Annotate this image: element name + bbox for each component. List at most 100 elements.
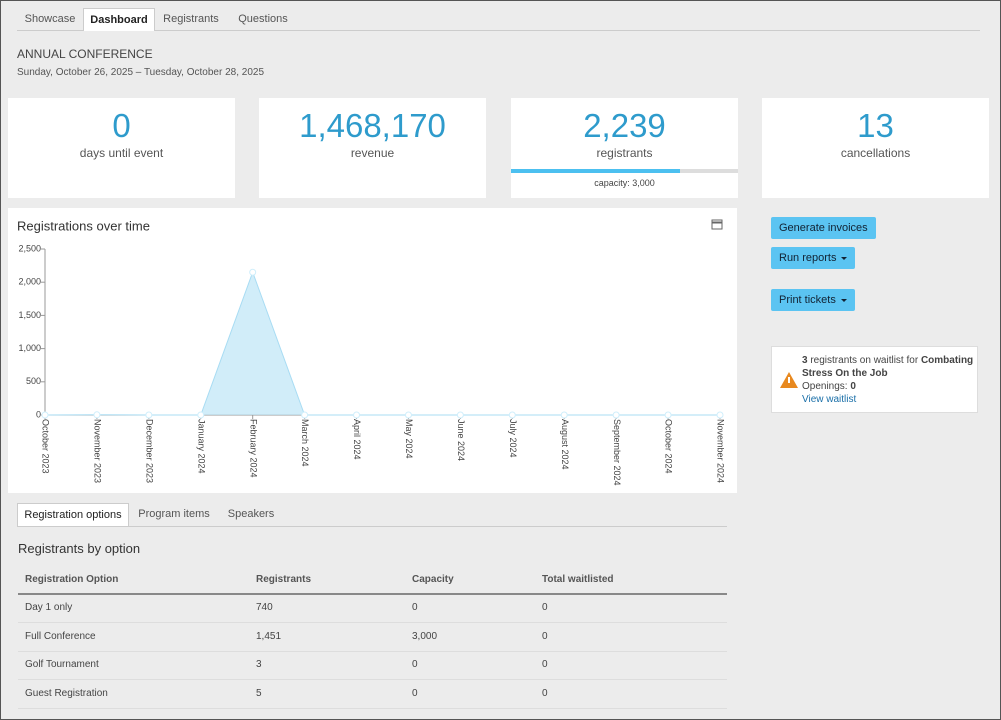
row-rule: [18, 651, 727, 652]
column-header: Total waitlisted: [542, 574, 614, 585]
data-point: [457, 412, 463, 418]
openings-value: 0: [850, 381, 856, 392]
subtab[interactable]: Program items: [129, 503, 219, 526]
data-point: [354, 412, 360, 418]
column-header: Registrants: [256, 574, 311, 585]
capacity-track: [511, 169, 738, 173]
table-title: Registrants by option: [18, 541, 140, 556]
tab[interactable]: Dashboard: [83, 8, 155, 31]
action-button[interactable]: Generate invoices: [771, 217, 876, 239]
table-cell: 3: [256, 659, 262, 670]
row-rule: [18, 679, 727, 680]
event-title: ANNUAL CONFERENCE: [17, 47, 153, 61]
table-cell: Golf Tournament: [25, 659, 99, 670]
data-point: [665, 412, 671, 418]
data-point: [561, 412, 567, 418]
stat-label: cancellations: [762, 146, 989, 160]
x-tick-label: July 2024: [508, 419, 518, 458]
action-button[interactable]: Print tickets: [771, 289, 855, 311]
x-tick-label: November 2023: [93, 419, 103, 483]
table-cell: 740: [256, 602, 273, 613]
y-tick-label: 1,000: [18, 343, 41, 353]
tab[interactable]: Showcase: [17, 8, 83, 31]
action-button[interactable]: Run reports: [771, 247, 855, 269]
chart: Registrations over time 0 500 1,000 1,500 2,0…: [8, 208, 737, 493]
header-rule: [18, 593, 727, 595]
subtab[interactable]: Registration options: [17, 503, 129, 526]
subtab[interactable]: Speakers: [219, 503, 283, 526]
data-point: [250, 269, 256, 275]
x-tick-label: January 2024: [196, 419, 206, 474]
data-point: [717, 412, 723, 418]
capacity-bar: [511, 169, 680, 173]
stat-value: 13: [762, 107, 989, 145]
warning-mark: [788, 377, 790, 383]
table-cell: 1,451: [256, 631, 281, 642]
capacity-prefix: capacity:: [594, 178, 630, 188]
area-line: [45, 272, 720, 415]
action-button-label: Run reports: [779, 252, 836, 264]
openings: Openings: 0: [802, 380, 974, 393]
chart-title: Registrations over time: [17, 218, 150, 233]
table-cell: 0: [542, 602, 548, 613]
table-cell: 0: [542, 659, 548, 670]
row-rule: [18, 622, 727, 623]
stat-label: revenue: [259, 146, 486, 160]
y-tick-label: 2,000: [18, 277, 41, 287]
openings-label: Openings:: [802, 381, 848, 392]
table-cell: Guest Registration: [25, 688, 108, 699]
waitlist-text: 3 registrants on waitlist for Combating …: [802, 354, 974, 406]
data-point: [302, 412, 308, 418]
view-waitlist-link[interactable]: View waitlist: [802, 393, 974, 406]
action-button-label: Print tickets: [779, 294, 836, 306]
table-view-icon: [712, 220, 722, 229]
stat-value: 1,468,170: [259, 107, 486, 145]
chart-panel: Registrations over time 0 500 1,000 1,500 2,0…: [8, 208, 737, 493]
table-cell: 0: [412, 688, 418, 699]
column-header: Registration Option: [25, 574, 118, 585]
data-point: [42, 412, 48, 418]
tab[interactable]: Registrants: [155, 8, 227, 31]
x-tick-label: April 2024: [352, 419, 362, 460]
stat-card: 2,239registrants capacity: 3,000: [511, 98, 738, 198]
stat-card: 1,468,170revenue: [259, 98, 486, 198]
subtab-underline: [17, 526, 727, 527]
dropdown-caret: [841, 299, 847, 302]
stat-value: 2,239: [511, 107, 738, 145]
capacity-text: capacity: 3,000: [511, 178, 738, 188]
stat-value: 0: [8, 107, 235, 145]
table-cell: 0: [542, 631, 548, 642]
waitlist-desc: registrants on waitlist for: [810, 355, 918, 366]
area: [45, 272, 720, 415]
stat-card: 0days until event: [8, 98, 235, 198]
action-button-label: Generate invoices: [779, 222, 868, 234]
x-tick-label: October 2023: [41, 419, 51, 474]
data-point: [198, 412, 204, 418]
stat-label: days until event: [8, 146, 235, 160]
tab[interactable]: Questions: [227, 8, 299, 31]
stat-label: registrants: [511, 146, 738, 160]
data-point: [405, 412, 411, 418]
x-tick-label: May 2024: [404, 419, 414, 459]
waitlist-count: 3: [802, 355, 808, 366]
x-tick-label: February 2024: [248, 419, 258, 478]
x-tick-label: September 2024: [612, 419, 622, 486]
waitlist-notice: 3 registrants on waitlist for Combating …: [771, 346, 978, 413]
table-cell: Day 1 only: [25, 602, 72, 613]
dropdown-caret: [841, 257, 847, 260]
data-point: [94, 412, 100, 418]
table-cell: 0: [542, 688, 548, 699]
y-tick-label: 500: [26, 376, 41, 386]
y-tick-label: 1,500: [18, 310, 41, 320]
table-cell: 3,000: [412, 631, 437, 642]
y-tick-label: 0: [36, 409, 41, 419]
data-point: [146, 412, 152, 418]
x-tick-label: March 2024: [300, 419, 310, 467]
x-tick-label: December 2023: [144, 419, 154, 483]
row-rule: [18, 708, 727, 709]
event-dates: Sunday, October 26, 2025 – Tuesday, Octo…: [17, 67, 264, 78]
y-tick-label: 2,500: [18, 243, 41, 253]
table-cell: 0: [412, 659, 418, 670]
data-point: [613, 412, 619, 418]
